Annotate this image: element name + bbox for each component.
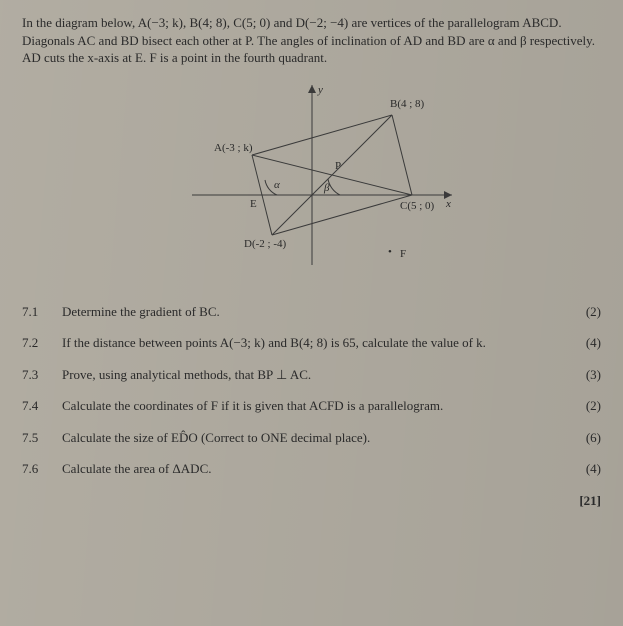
question-number: 7.5 bbox=[22, 429, 62, 447]
problem-intro: In the diagram below, A(−3; k), B(4; 8),… bbox=[22, 14, 601, 67]
question-text: Calculate the coordinates of F if it is … bbox=[62, 397, 565, 415]
question-row: 7.1 Determine the gradient of BC. (2) bbox=[22, 303, 601, 321]
seg-AB bbox=[252, 115, 392, 155]
question-marks: (3) bbox=[565, 366, 601, 384]
question-text: If the distance between points A(−3; k) … bbox=[62, 334, 565, 352]
question-marks: (2) bbox=[565, 397, 601, 415]
label-F: F bbox=[400, 248, 406, 260]
question-row: 7.5 Calculate the size of ED̂O (Correct … bbox=[22, 429, 601, 447]
label-E: E bbox=[250, 198, 257, 210]
label-x: x bbox=[445, 198, 451, 210]
question-row: 7.3 Prove, using analytical methods, tha… bbox=[22, 366, 601, 384]
seg-BC bbox=[392, 115, 412, 195]
label-C: C(5 ; 0) bbox=[400, 200, 435, 212]
question-marks: (6) bbox=[565, 429, 601, 447]
label-y: y bbox=[317, 84, 323, 96]
seg-CD bbox=[272, 195, 412, 235]
label-D: D(-2 ; -4) bbox=[244, 238, 286, 250]
question-row: 7.6 Calculate the area of ΔADC. (4) bbox=[22, 460, 601, 478]
question-number: 7.3 bbox=[22, 366, 62, 384]
question-text: Calculate the size of ED̂O (Correct to O… bbox=[62, 429, 565, 447]
intro-line-1: In the diagram below, A(−3; k), B(4; 8),… bbox=[22, 15, 444, 30]
label-beta: β bbox=[323, 182, 330, 194]
question-number: 7.2 bbox=[22, 334, 62, 352]
question-number: 7.4 bbox=[22, 397, 62, 415]
question-row: 7.2 If the distance between points A(−3;… bbox=[22, 334, 601, 352]
label-alpha: α bbox=[274, 179, 280, 191]
intro-line-4: the fourth quadrant. bbox=[224, 50, 327, 65]
question-text: Prove, using analytical methods, that BP… bbox=[62, 366, 565, 384]
diag-BD bbox=[272, 115, 392, 235]
label-P: P bbox=[335, 160, 341, 172]
figure-container: A(-3 ; k) B(4 ; 8) C(5 ; 0) D(-2 ; -4) E… bbox=[22, 75, 601, 285]
label-B: B(4 ; 8) bbox=[390, 98, 425, 110]
question-marks: (4) bbox=[565, 334, 601, 352]
question-marks: (4) bbox=[565, 460, 601, 478]
geometry-figure: A(-3 ; k) B(4 ; 8) C(5 ; 0) D(-2 ; -4) E… bbox=[152, 75, 472, 285]
label-A: A(-3 ; k) bbox=[214, 142, 253, 154]
total-marks: [21] bbox=[579, 492, 601, 510]
angle-beta-arc bbox=[328, 179, 340, 195]
question-text: Calculate the area of ΔADC. bbox=[62, 460, 565, 478]
question-number: 7.6 bbox=[22, 460, 62, 478]
question-number: 7.1 bbox=[22, 303, 62, 321]
question-marks: (2) bbox=[565, 303, 601, 321]
label-F-dot: • bbox=[388, 246, 392, 258]
question-row: 7.4 Calculate the coordinates of F if it… bbox=[22, 397, 601, 415]
total-marks-row: [21] bbox=[22, 492, 601, 510]
question-text: Determine the gradient of BC. bbox=[62, 303, 565, 321]
